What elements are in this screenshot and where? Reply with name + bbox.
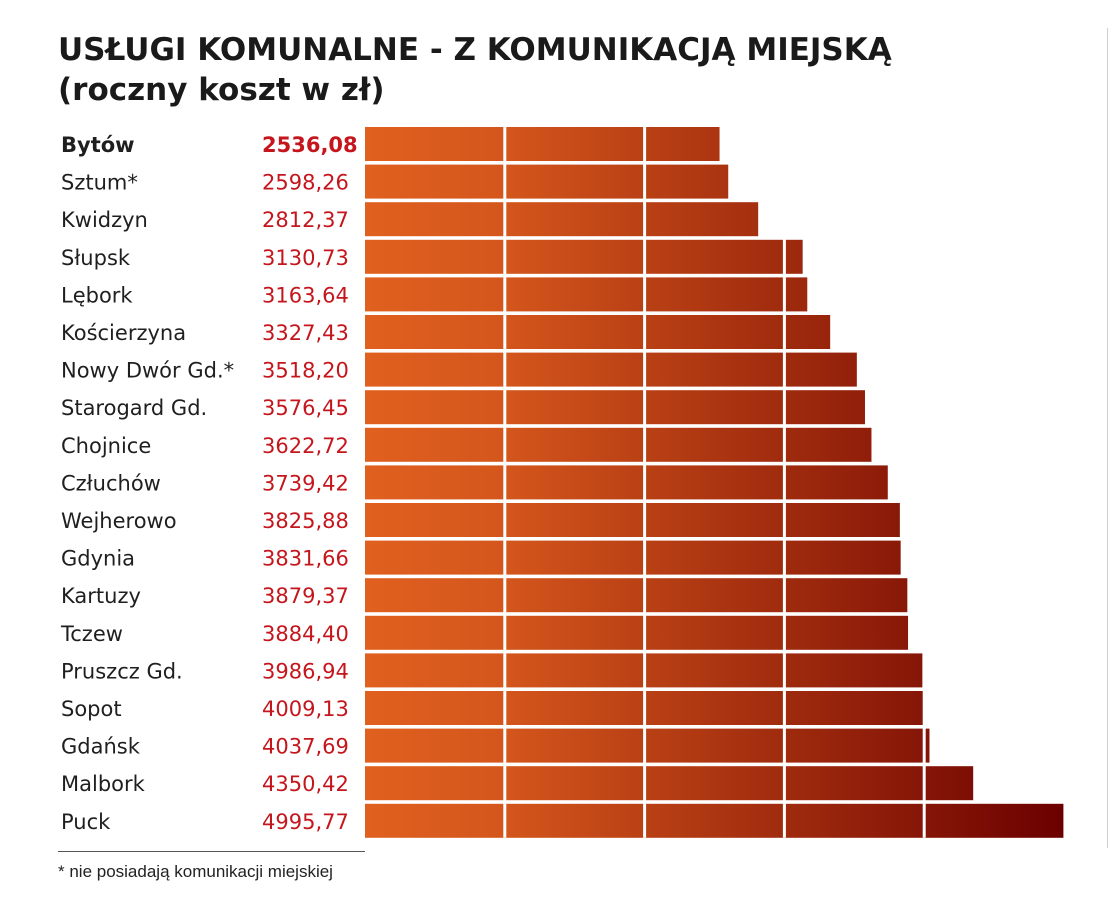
category-label-7: Starogard Gd. [61,396,207,420]
category-label-14: Pruszcz Gd. [61,659,183,683]
bar-11 [365,540,901,575]
category-label-9: Człuchów [61,471,161,495]
gridlines-group [503,127,926,838]
value-label-8: 3622,72 [262,434,349,458]
bar-17 [365,766,974,801]
value-label-6: 3518,20 [262,359,349,383]
category-label-17: Malbork [61,772,146,796]
value-label-4: 3163,64 [262,283,349,307]
value-label-2: 2812,37 [262,208,349,232]
bar-12 [365,578,908,613]
bar-8 [365,427,872,462]
category-label-15: Sopot [61,697,122,721]
chart-title: USŁUGI KOMUNALNE - Z KOMUNIKACJĄ MIEJSKĄ… [58,30,892,110]
category-label-1: Sztum* [61,171,138,195]
category-label-16: Gdańsk [61,735,141,759]
value-label-1: 2598,26 [262,171,349,195]
value-label-14: 3986,94 [262,659,349,683]
bar-13 [365,615,909,650]
category-label-2: Kwidzyn [61,208,148,232]
value-label-7: 3576,45 [262,396,349,420]
value-labels-group: 2536,08 2598,26 2812,37 3130,73 3163,64 3327,… [262,133,358,834]
value-label-16: 4037,69 [262,735,349,759]
value-label-12: 3879,37 [262,584,349,608]
value-label-10: 3825,88 [262,509,349,533]
bar-9 [365,465,888,500]
chart-title-line1: USŁUGI KOMUNALNE - Z KOMUNIKACJĄ MIEJSKĄ [58,32,892,68]
value-label-15: 4009,13 [262,697,349,721]
category-label-18: Puck [61,810,111,834]
bar-1 [365,164,729,199]
value-label-13: 3884,40 [262,622,349,646]
chart-title-line2: (roczny koszt w zł) [58,72,385,108]
category-label-6: Nowy Dwór Gd.* [61,359,234,383]
category-label-11: Gdynia [61,547,135,571]
value-label-17: 4350,42 [262,772,349,796]
value-label-9: 3739,42 [262,471,349,495]
category-label-3: Słupsk [61,246,131,270]
bar-18 [365,803,1064,838]
category-label-10: Wejherowo [61,509,177,533]
bar-0 [365,127,720,161]
footnote: * nie posiadają komunikacji miejskiej [58,862,333,881]
bar-10 [365,503,900,537]
right-border-line [1107,28,1108,848]
bar-4 [365,277,808,312]
bar-6 [365,352,857,387]
value-label-3: 3130,73 [262,246,349,270]
value-label-5: 3327,43 [262,321,349,345]
footnote-divider [58,851,365,852]
value-label-18: 4995,77 [262,810,349,834]
value-label-11: 3831,66 [262,547,349,571]
category-label-8: Chojnice [61,434,151,458]
bar-3 [365,239,803,274]
value-label-0: 2536,08 [262,133,358,157]
bar-16 [365,728,930,763]
category-label-5: Kościerzyna [61,321,186,345]
bar-5 [365,315,831,349]
category-label-12: Kartuzy [61,584,141,608]
category-label-4: Lębork [61,283,133,307]
category-label-13: Tczew [60,622,123,646]
category-labels-group: Bytów Sztum* Kwidzyn Słupsk Lębork Kościerzyn… [60,133,234,834]
category-label-0: Bytów [61,133,135,157]
bar-2 [365,202,759,237]
bars-group [365,127,1064,838]
bar-7 [365,390,865,425]
